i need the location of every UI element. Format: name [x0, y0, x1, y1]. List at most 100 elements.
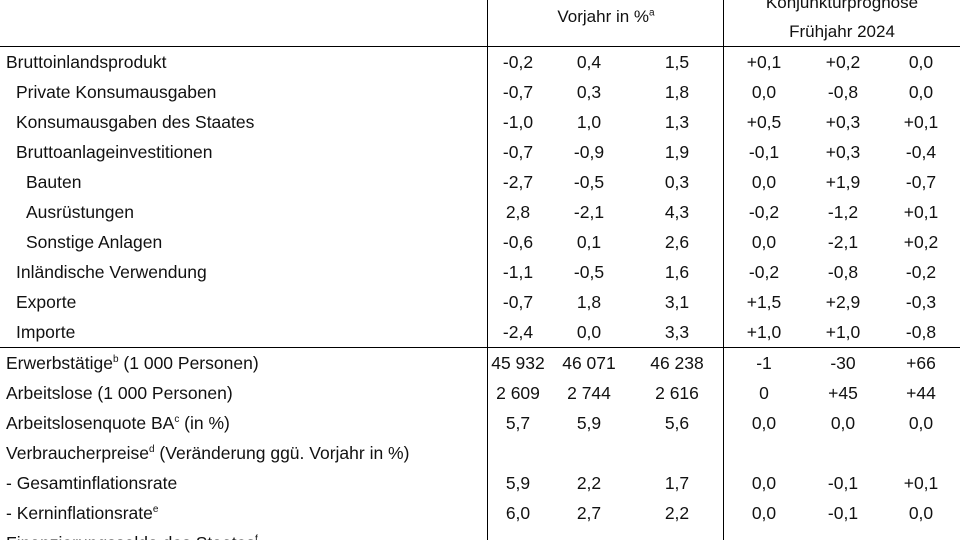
- row-label: Exporte: [0, 287, 488, 317]
- value-cell: 46 238: [630, 347, 724, 378]
- row-label: Finanzierungssaldo des Staatesf: [0, 528, 488, 540]
- value-cell: 5,6: [664, 412, 690, 433]
- table-row: Inländische Verwendung -1,1 -0,5 1,6 -0,2 -0,…: [0, 257, 960, 287]
- revision-cell: 0,0: [751, 472, 777, 493]
- row-label-text: Arbeitslose (1 000 Personen): [6, 382, 233, 403]
- table-row: - Gesamtinflationsrate 5,9 2,2 1,7 0,0 -0,1 +0…: [0, 468, 960, 498]
- revision-cell: -0,8: [827, 261, 859, 282]
- table-row: Bruttoinlandsprodukt -0,2 0,4 1,5 +0,1 +0,2 0,…: [0, 47, 960, 77]
- value-cell: 0,0: [576, 321, 602, 342]
- row-footnote-marker: c: [174, 413, 180, 425]
- value-cell: -0,7: [502, 291, 534, 312]
- row-label: - Gesamtinflationsrate: [0, 468, 488, 498]
- row-label-text: Arbeitslosenquote BA: [6, 412, 175, 433]
- header-vorjahr-note: a: [649, 7, 655, 19]
- value-cell: [488, 438, 548, 468]
- row-label: Inländische Verwendung: [0, 257, 488, 287]
- row-label-text: Bauten: [26, 171, 82, 192]
- revision-cell: -0,2: [748, 201, 780, 222]
- revision-cell: +0,5: [746, 111, 782, 132]
- value-cell: -0,2: [502, 51, 534, 72]
- revision-cell: -1,2: [827, 201, 859, 222]
- row-label: Bruttoanlageinvestitionen: [0, 137, 488, 167]
- row-label-text: Private Konsumausgaben: [16, 81, 217, 102]
- revision-cell: +66: [882, 347, 960, 378]
- revision-cell: [804, 438, 882, 468]
- revision-cell: +1,0: [825, 321, 861, 342]
- revision-cell: +1,9: [825, 171, 861, 192]
- row-footnote-marker: f: [255, 533, 258, 540]
- row-label: Verbraucherpreised (Veränderung ggü. Vor…: [0, 438, 488, 468]
- value-cell: [630, 528, 724, 540]
- revision-cell: -0,4: [905, 141, 937, 162]
- table-row: Finanzierungssaldo des Staatesf: [0, 528, 960, 540]
- value-cell: 2 609: [496, 382, 540, 403]
- row-label: - Kerninflationsratee: [0, 498, 488, 528]
- value-cell: 3,3: [664, 321, 690, 342]
- row-label-text: Erwerbstätige: [6, 352, 113, 373]
- revision-cell: +1,5: [746, 291, 782, 312]
- row-label-text: Bruttoinlandsprodukt: [6, 51, 167, 72]
- table-row: Exporte -0,7 1,8 3,1 +1,5 +2,9 -0,3: [0, 287, 960, 317]
- value-cell: 1,6: [664, 261, 690, 282]
- value-cell: 2,7: [576, 502, 602, 523]
- row-label: Ausrüstungen: [0, 197, 488, 227]
- row-label-text: Bruttoanlageinvestitionen: [16, 141, 213, 162]
- value-cell: 6,0: [505, 502, 531, 523]
- row-label-text: Finanzierungssaldo des Staates: [6, 533, 255, 540]
- row-label: Bauten: [0, 167, 488, 197]
- revision-cell: [724, 528, 804, 540]
- row-footnote-marker: e: [152, 503, 159, 515]
- row-label: Arbeitslosenquote BAc (in %): [0, 408, 488, 438]
- header-vorjahr-label: Vorjahr in %: [557, 7, 650, 26]
- revision-cell: 0,0: [751, 412, 777, 433]
- revision-cell: -30: [804, 347, 882, 378]
- value-cell: 45 932: [488, 347, 548, 378]
- revision-cell: 0,0: [751, 231, 777, 252]
- table-row: Arbeitslose (1 000 Personen) 2 609 2 744 2 …: [0, 378, 960, 408]
- table-row: Verbraucherpreised (Veränderung ggü. Vor…: [0, 438, 960, 468]
- revision-cell: +45: [828, 382, 858, 403]
- header-prognose-line2: Frühjahr 2024: [789, 22, 895, 41]
- value-cell: -0,9: [573, 141, 605, 162]
- table-row: Bauten -2,7 -0,5 0,3 0,0 +1,9 -0,7: [0, 167, 960, 197]
- table-row: Bruttoanlageinvestitionen -0,7 -0,9 1,9 -0,1…: [0, 137, 960, 167]
- forecast-table: Bruttoinlandsprodukt -0,2 0,4 1,5 +0,1 +0,2 0,…: [0, 47, 960, 540]
- row-label: Konsumausgaben des Staates: [0, 107, 488, 137]
- table-row: Private Konsumausgaben -0,7 0,3 1,8 0,0 -0,8 0…: [0, 77, 960, 107]
- row-label-text: Konsumausgaben des Staates: [16, 111, 255, 132]
- value-cell: -2,7: [502, 171, 534, 192]
- row-label-suffix: (Veränderung ggü. Vorjahr in %): [154, 442, 410, 463]
- revision-cell: 0,0: [908, 81, 934, 102]
- revision-cell: +0,3: [825, 141, 861, 162]
- revision-cell: -0,8: [905, 321, 937, 342]
- revision-cell: 0,0: [751, 502, 777, 523]
- row-label-text: Sonstige Anlagen: [26, 231, 163, 252]
- revision-cell: 0,0: [751, 81, 777, 102]
- revision-cell: +0,2: [825, 51, 861, 72]
- row-label: Arbeitslose (1 000 Personen): [0, 378, 488, 408]
- value-cell: 2,2: [576, 472, 602, 493]
- value-cell: -0,6: [502, 231, 534, 252]
- revision-cell: [804, 528, 882, 540]
- value-cell: 1,0: [576, 111, 602, 132]
- table-row: - Kerninflationsratee 6,0 2,7 2,2 0,0 -0,1 0,0: [0, 498, 960, 528]
- revision-cell: 0: [759, 382, 769, 403]
- revision-cell: [724, 438, 804, 468]
- revision-cell: 0,0: [908, 502, 934, 523]
- row-label-text: Ausrüstungen: [26, 201, 134, 222]
- revision-cell: +0,3: [825, 111, 861, 132]
- value-cell: 2 744: [567, 382, 611, 403]
- revision-cell: -0,2: [748, 261, 780, 282]
- row-label-text: Verbraucherpreise: [6, 442, 149, 463]
- revision-cell: +0,1: [903, 472, 939, 493]
- revision-cell: -0,2: [905, 261, 937, 282]
- revision-cell: 0,0: [751, 171, 777, 192]
- value-cell: 2 616: [655, 382, 699, 403]
- revision-cell: +0,2: [903, 231, 939, 252]
- value-cell: 5,7: [505, 412, 531, 433]
- value-cell: 0,4: [576, 51, 602, 72]
- value-cell: -2,4: [502, 321, 534, 342]
- revision-cell: -0,1: [827, 472, 859, 493]
